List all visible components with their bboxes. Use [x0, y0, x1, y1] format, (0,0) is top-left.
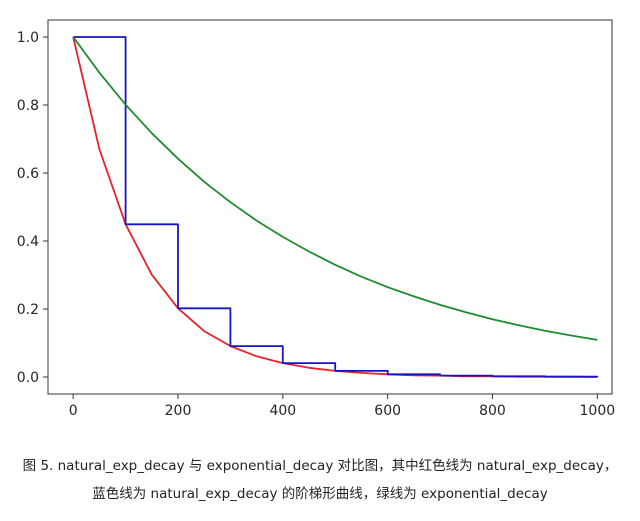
- series-line-3: [72, 36, 598, 341]
- y-tick-label: 0.8: [17, 98, 39, 114]
- figure-caption: 图 5. natural_exp_decay 与 exponential_dec…: [0, 452, 640, 508]
- x-tick-label: 800: [479, 403, 506, 419]
- y-tick-label: 0.6: [17, 166, 39, 182]
- y-tick-label: 0.4: [17, 234, 39, 250]
- plot-frame: [47, 19, 613, 395]
- x-tick-label: 200: [165, 403, 192, 419]
- x-tick-label: 1000: [580, 403, 616, 419]
- series-layer: [72, 36, 599, 378]
- caption-line-1: 图 5. natural_exp_decay 与 exponential_dec…: [22, 458, 618, 474]
- caption-line-2: 蓝色线为 natural_exp_decay 的阶梯形曲线，绿线为 expone…: [92, 486, 548, 502]
- x-tick-label: 0: [69, 403, 78, 419]
- y-tick-label: 0.2: [17, 302, 39, 318]
- y-axis: 0.0 0.2 0.4 0.6 0.8 1.0: [17, 30, 48, 386]
- series-line-2: [73, 36, 599, 378]
- y-tick-label: 1.0: [17, 30, 39, 46]
- x-axis: 0 200 400 600 800 1000: [69, 394, 615, 419]
- x-tick-label: 400: [269, 403, 296, 419]
- x-tick-label: 600: [374, 403, 401, 419]
- chart: 0 200 400 600 800 1000 0.0 0.2 0.4 0.6 0.8 1.0: [17, 19, 615, 419]
- y-tick-label: 0.0: [17, 370, 39, 386]
